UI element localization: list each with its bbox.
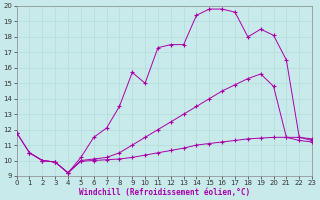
- X-axis label: Windchill (Refroidissement éolien,°C): Windchill (Refroidissement éolien,°C): [79, 188, 250, 197]
